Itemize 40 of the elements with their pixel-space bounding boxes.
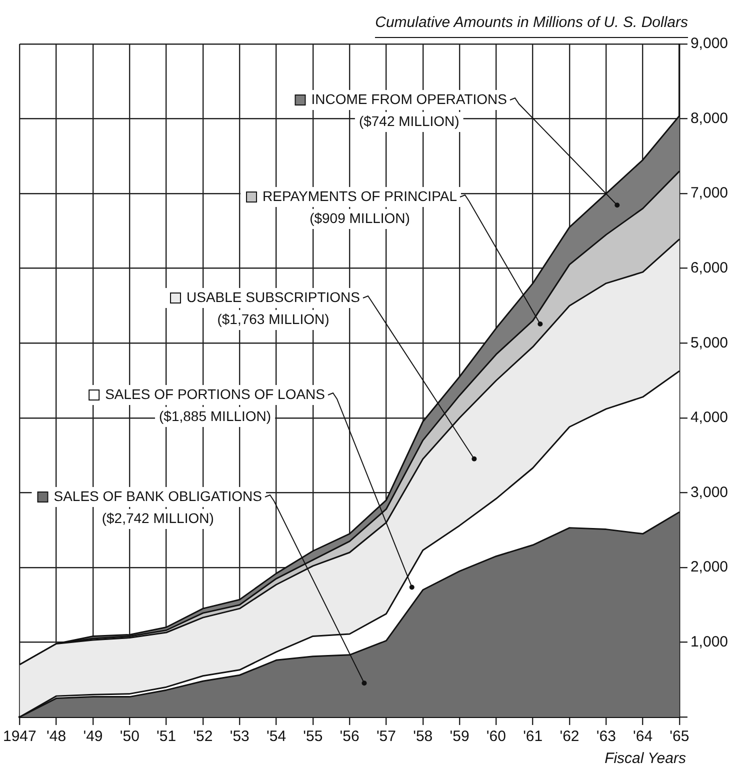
y-tick-label: 8,000 <box>690 110 728 127</box>
legend-label: REPAYMENTS OF PRINCIPAL <box>262 188 458 204</box>
annotation: ($1,885 MILLION) <box>159 408 272 424</box>
x-tick-label: '57 <box>376 728 396 746</box>
x-tick-label: '64 <box>633 728 653 746</box>
x-tick-label: '65 <box>670 728 690 746</box>
x-tick-label: '59 <box>450 728 470 746</box>
y-tick-label: 9,000 <box>690 35 728 52</box>
x-tick-label: '58 <box>413 728 433 746</box>
x-tick-label: '51 <box>156 728 176 746</box>
x-tick-label: '50 <box>120 728 140 746</box>
annotation: ($1,763 MILLION) <box>217 310 330 327</box>
y-axis-title: Cumulative Amounts in Millions of U. S. Dollars <box>375 14 688 38</box>
y-tick-label: 6,000 <box>690 259 728 276</box>
x-tick-label: '49 <box>83 728 103 746</box>
y-tick-label: 3,000 <box>690 484 728 501</box>
x-tick-label: '56 <box>340 728 360 746</box>
annotation: ($2,742 MILLION) <box>102 510 214 526</box>
y-tick-label: 5,000 <box>690 334 728 352</box>
x-tick-label: '54 <box>266 728 286 746</box>
annotation: ($909 MILLION) <box>310 210 410 226</box>
y-tick-label: 7,000 <box>690 184 728 202</box>
x-tick-label: '53 <box>230 728 250 746</box>
legend-label: SALES OF PORTIONS OF LOANS <box>105 386 325 402</box>
x-tick-label: '60 <box>486 728 506 746</box>
y-tick-label: 4,000 <box>690 409 728 426</box>
x-axis-title: Fiscal Years <box>604 750 686 767</box>
y-tick-label: 2,000 <box>690 558 728 576</box>
y-tick-label: 1,000 <box>690 633 728 650</box>
x-tick-label: '48 <box>46 728 66 746</box>
x-tick-label: '55 <box>303 728 323 746</box>
legend-label: INCOME FROM OPERATIONS <box>311 90 507 107</box>
x-tick-label: 1947 <box>2 728 36 746</box>
x-tick-label: '62 <box>560 728 580 746</box>
legend-label: SALES OF BANK OBLIGATIONS <box>54 488 262 504</box>
x-tick-label: '63 <box>596 728 616 746</box>
x-tick-label: '61 <box>523 728 543 746</box>
x-tick-label: '52 <box>193 728 213 746</box>
annotation: ($742 MILLION) <box>358 112 460 129</box>
legend-label: USABLE SUBSCRIPTIONS <box>186 288 360 305</box>
